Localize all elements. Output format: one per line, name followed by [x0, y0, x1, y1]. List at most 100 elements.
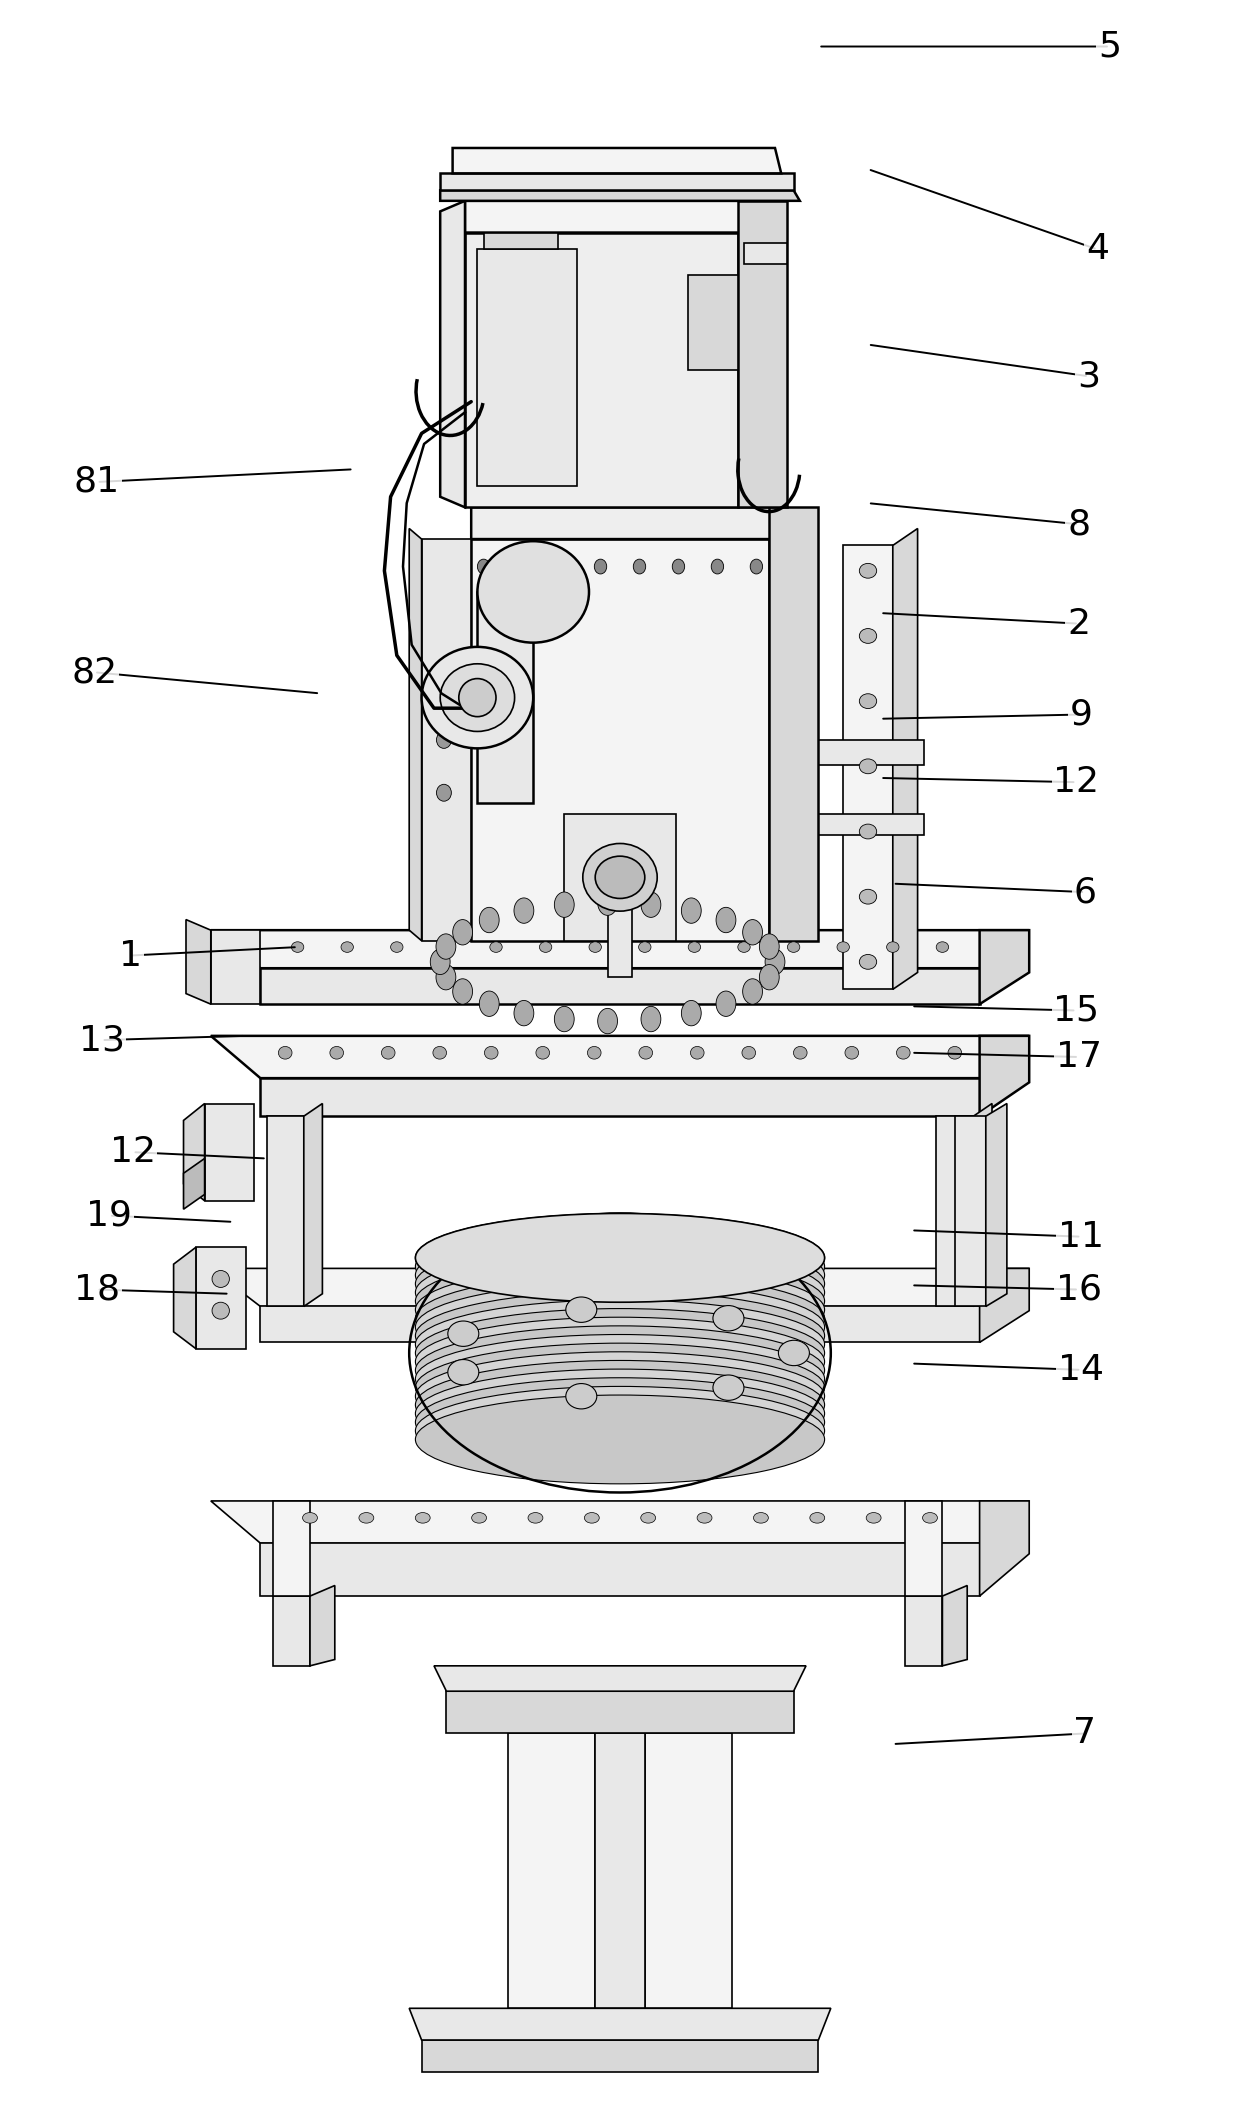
Ellipse shape — [639, 1046, 652, 1059]
Ellipse shape — [536, 1046, 549, 1059]
Ellipse shape — [382, 1046, 396, 1059]
Text: 1: 1 — [119, 939, 141, 972]
Polygon shape — [688, 275, 738, 370]
Ellipse shape — [779, 1340, 810, 1366]
Ellipse shape — [436, 784, 451, 801]
Polygon shape — [304, 1104, 322, 1306]
Text: 81: 81 — [73, 465, 120, 499]
Polygon shape — [453, 148, 781, 173]
Ellipse shape — [641, 1006, 661, 1032]
Polygon shape — [843, 545, 893, 989]
Ellipse shape — [754, 1514, 769, 1522]
Ellipse shape — [859, 628, 877, 643]
Ellipse shape — [415, 1351, 825, 1440]
Polygon shape — [465, 201, 787, 233]
Ellipse shape — [415, 1213, 825, 1302]
Ellipse shape — [588, 1046, 601, 1059]
Ellipse shape — [859, 824, 877, 839]
Ellipse shape — [759, 964, 779, 989]
Ellipse shape — [765, 949, 785, 975]
Polygon shape — [211, 1268, 1029, 1306]
Polygon shape — [440, 201, 465, 507]
Polygon shape — [893, 528, 918, 989]
Ellipse shape — [415, 1361, 825, 1450]
Polygon shape — [446, 1691, 794, 1733]
Ellipse shape — [430, 949, 450, 975]
Ellipse shape — [583, 843, 657, 911]
Ellipse shape — [595, 856, 645, 898]
Ellipse shape — [565, 1383, 596, 1408]
Ellipse shape — [598, 1008, 618, 1034]
Polygon shape — [980, 1268, 1029, 1342]
Ellipse shape — [810, 1514, 825, 1522]
Ellipse shape — [859, 693, 877, 708]
Text: 5: 5 — [1099, 30, 1121, 63]
Polygon shape — [440, 173, 794, 190]
Text: 19: 19 — [87, 1199, 131, 1232]
Ellipse shape — [415, 1395, 825, 1484]
Ellipse shape — [691, 1046, 704, 1059]
Ellipse shape — [440, 943, 453, 953]
Ellipse shape — [278, 1046, 293, 1059]
Ellipse shape — [471, 1514, 486, 1522]
Ellipse shape — [859, 564, 877, 579]
Polygon shape — [477, 592, 533, 803]
Ellipse shape — [641, 892, 661, 917]
Polygon shape — [980, 1036, 1029, 1116]
Ellipse shape — [415, 1266, 825, 1355]
Ellipse shape — [415, 1283, 825, 1372]
Polygon shape — [645, 1733, 732, 2008]
Polygon shape — [184, 1158, 205, 1209]
Ellipse shape — [859, 890, 877, 905]
Ellipse shape — [712, 560, 724, 573]
Ellipse shape — [415, 1378, 825, 1467]
Ellipse shape — [584, 1514, 599, 1522]
Polygon shape — [174, 1247, 196, 1349]
Polygon shape — [508, 1733, 595, 2008]
Text: 9: 9 — [1070, 698, 1092, 731]
Polygon shape — [260, 1543, 980, 1596]
Ellipse shape — [291, 943, 304, 953]
Ellipse shape — [485, 1046, 498, 1059]
Text: 2: 2 — [1068, 607, 1090, 641]
Ellipse shape — [436, 964, 456, 989]
Ellipse shape — [556, 560, 568, 573]
Ellipse shape — [391, 943, 403, 953]
Ellipse shape — [682, 1000, 701, 1025]
Ellipse shape — [844, 1046, 858, 1059]
Ellipse shape — [738, 943, 750, 953]
Polygon shape — [205, 1104, 254, 1201]
Ellipse shape — [750, 560, 763, 573]
Ellipse shape — [415, 1325, 825, 1414]
Polygon shape — [595, 1733, 645, 2008]
Ellipse shape — [422, 647, 533, 748]
Polygon shape — [955, 1116, 986, 1306]
Ellipse shape — [448, 1359, 479, 1385]
Ellipse shape — [415, 1387, 825, 1476]
Ellipse shape — [867, 1514, 882, 1522]
Ellipse shape — [453, 979, 472, 1004]
Polygon shape — [973, 1104, 992, 1306]
Polygon shape — [769, 507, 818, 941]
Ellipse shape — [672, 560, 684, 573]
Ellipse shape — [453, 920, 472, 945]
Ellipse shape — [598, 890, 618, 915]
Polygon shape — [980, 930, 1029, 1004]
Ellipse shape — [594, 560, 606, 573]
Text: 11: 11 — [1058, 1220, 1105, 1254]
Ellipse shape — [415, 1317, 825, 1406]
Polygon shape — [260, 968, 980, 1004]
Ellipse shape — [634, 560, 646, 573]
Ellipse shape — [743, 920, 763, 945]
Ellipse shape — [639, 943, 651, 953]
Ellipse shape — [715, 907, 735, 932]
Ellipse shape — [837, 943, 849, 953]
Polygon shape — [564, 814, 676, 941]
Ellipse shape — [516, 560, 528, 573]
Polygon shape — [260, 1306, 980, 1342]
Polygon shape — [769, 814, 924, 835]
Ellipse shape — [436, 679, 451, 696]
Ellipse shape — [490, 943, 502, 953]
Ellipse shape — [887, 943, 899, 953]
Polygon shape — [905, 1501, 942, 1596]
